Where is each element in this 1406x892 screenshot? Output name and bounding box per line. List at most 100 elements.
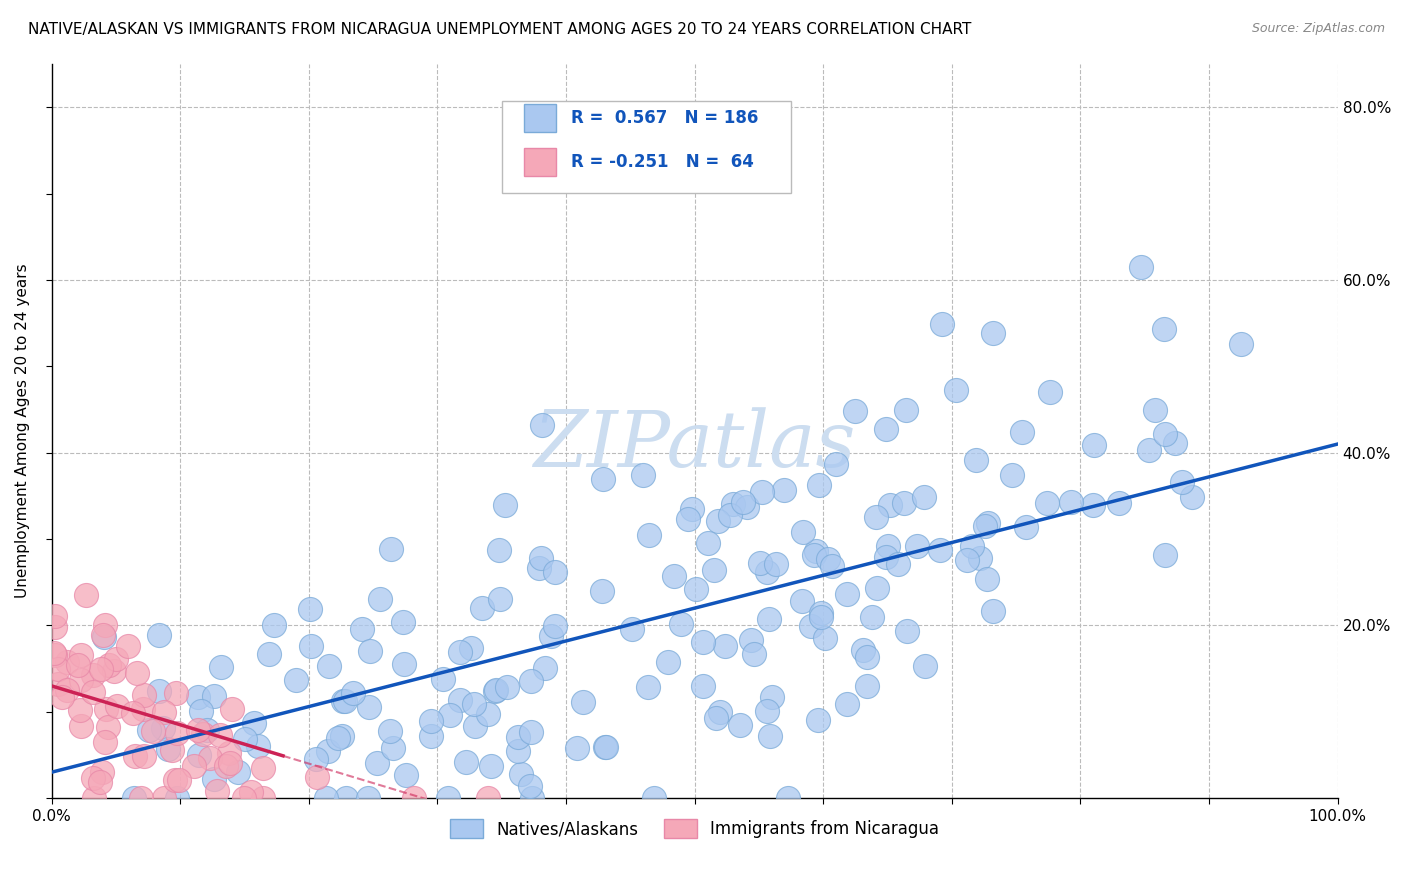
Point bbox=[534, 661, 557, 675]
Point bbox=[495, 681, 517, 695]
Point bbox=[240, 785, 263, 799]
Point bbox=[860, 610, 883, 624]
Point bbox=[945, 383, 967, 397]
Point bbox=[132, 702, 155, 716]
Point bbox=[332, 693, 354, 707]
Point bbox=[1153, 427, 1175, 442]
Point bbox=[165, 686, 187, 700]
Point bbox=[218, 747, 240, 761]
Point bbox=[125, 666, 148, 681]
Point bbox=[157, 741, 180, 756]
Point bbox=[506, 744, 529, 758]
Point bbox=[202, 690, 225, 704]
Point bbox=[1130, 260, 1153, 274]
Point bbox=[1170, 475, 1192, 490]
Point bbox=[1001, 467, 1024, 482]
Point bbox=[142, 724, 165, 739]
Point bbox=[744, 647, 766, 661]
Point bbox=[46, 662, 69, 676]
Text: Source: ZipAtlas.com: Source: ZipAtlas.com bbox=[1251, 22, 1385, 36]
Point bbox=[852, 642, 875, 657]
Point bbox=[392, 615, 415, 630]
Point bbox=[977, 516, 1000, 530]
Point bbox=[75, 588, 97, 602]
Point bbox=[132, 748, 155, 763]
Point bbox=[305, 770, 328, 784]
Point bbox=[218, 756, 240, 770]
Point bbox=[800, 618, 823, 632]
Point bbox=[359, 644, 381, 658]
Point bbox=[810, 610, 832, 624]
Point bbox=[484, 684, 506, 698]
Point bbox=[714, 639, 737, 653]
Point bbox=[522, 791, 544, 805]
Point bbox=[333, 694, 356, 708]
Point bbox=[631, 467, 654, 482]
Point bbox=[595, 739, 617, 754]
Point bbox=[706, 515, 728, 529]
Text: ZIPatlas: ZIPatlas bbox=[533, 408, 856, 484]
Point bbox=[931, 317, 953, 331]
FancyBboxPatch shape bbox=[523, 104, 555, 132]
Point bbox=[148, 628, 170, 642]
Point bbox=[855, 679, 877, 693]
Point bbox=[756, 566, 779, 580]
Point bbox=[929, 543, 952, 558]
Point bbox=[749, 556, 772, 570]
Point bbox=[974, 518, 997, 533]
Point bbox=[183, 759, 205, 773]
Point bbox=[875, 550, 897, 565]
Point bbox=[315, 791, 337, 805]
Point bbox=[366, 756, 388, 771]
Point bbox=[477, 706, 499, 721]
Point bbox=[866, 581, 889, 595]
Point bbox=[381, 741, 404, 756]
Point bbox=[232, 791, 254, 805]
Point bbox=[567, 741, 589, 756]
Point bbox=[166, 726, 188, 740]
Point bbox=[44, 648, 66, 662]
Point bbox=[1153, 321, 1175, 335]
Point bbox=[69, 673, 91, 687]
FancyBboxPatch shape bbox=[502, 101, 792, 193]
Point bbox=[93, 735, 115, 749]
Point bbox=[91, 628, 114, 642]
Point bbox=[105, 699, 128, 714]
Point bbox=[44, 646, 66, 660]
Point bbox=[759, 729, 782, 743]
Point bbox=[637, 528, 659, 542]
Point bbox=[70, 719, 93, 733]
Point bbox=[540, 629, 562, 643]
Point bbox=[718, 508, 741, 522]
Text: R = -0.251   N =  64: R = -0.251 N = 64 bbox=[571, 153, 754, 171]
Point bbox=[356, 791, 378, 805]
Point bbox=[138, 723, 160, 738]
Point bbox=[378, 723, 401, 738]
Point bbox=[439, 708, 461, 723]
Point bbox=[330, 729, 353, 743]
Point bbox=[976, 572, 998, 586]
Point bbox=[221, 702, 243, 716]
Y-axis label: Unemployment Among Ages 20 to 24 years: Unemployment Among Ages 20 to 24 years bbox=[15, 264, 30, 599]
Point bbox=[449, 645, 471, 659]
Point bbox=[803, 549, 825, 563]
Point bbox=[844, 403, 866, 417]
Point bbox=[960, 539, 983, 553]
Point bbox=[519, 779, 541, 793]
Point bbox=[1108, 496, 1130, 510]
Point bbox=[1015, 520, 1038, 534]
Point bbox=[593, 740, 616, 755]
Point bbox=[807, 478, 830, 492]
Point bbox=[166, 791, 188, 805]
Point bbox=[103, 664, 125, 678]
Point bbox=[572, 695, 595, 709]
Point bbox=[190, 704, 212, 718]
Point bbox=[520, 724, 543, 739]
Point bbox=[893, 496, 915, 510]
Point bbox=[122, 706, 145, 721]
Point bbox=[703, 563, 725, 577]
Point bbox=[817, 551, 839, 566]
Point bbox=[506, 731, 529, 745]
Point bbox=[488, 543, 510, 558]
Point bbox=[152, 791, 174, 805]
